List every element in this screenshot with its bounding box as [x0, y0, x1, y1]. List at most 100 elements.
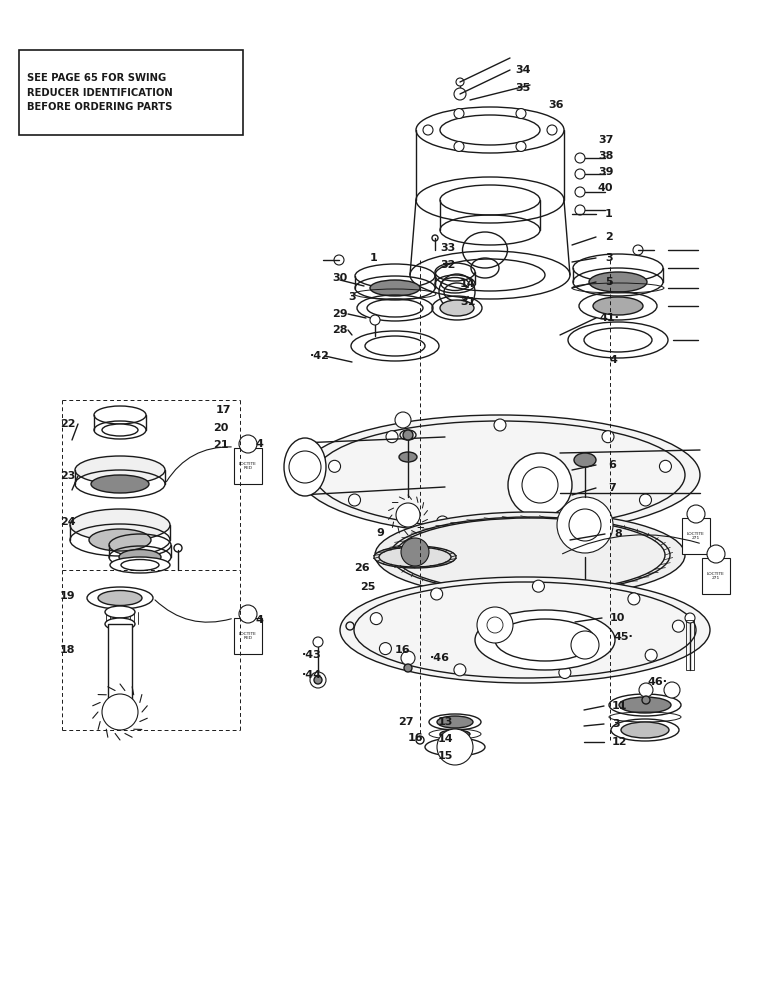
Circle shape	[685, 613, 695, 623]
Circle shape	[370, 315, 380, 325]
Bar	[686, 620, 694, 670]
Circle shape	[314, 676, 322, 684]
Circle shape	[239, 605, 257, 623]
Text: 5: 5	[605, 277, 613, 287]
Circle shape	[454, 141, 464, 151]
Ellipse shape	[425, 738, 485, 756]
Text: 14: 14	[438, 734, 454, 744]
Circle shape	[516, 141, 526, 151]
Circle shape	[289, 451, 321, 483]
Circle shape	[659, 460, 672, 472]
Text: 9: 9	[376, 528, 384, 538]
Circle shape	[239, 435, 257, 453]
Text: 15: 15	[438, 751, 453, 761]
Bar	[234, 618, 262, 654]
Circle shape	[575, 187, 585, 197]
Text: 17: 17	[216, 405, 232, 415]
Text: ·42: ·42	[310, 351, 330, 361]
Text: 33: 33	[440, 243, 455, 253]
Text: 32: 32	[440, 260, 455, 270]
Circle shape	[436, 516, 449, 528]
Ellipse shape	[375, 512, 685, 598]
Circle shape	[508, 453, 572, 517]
Text: 22: 22	[60, 419, 76, 429]
Circle shape	[403, 430, 413, 440]
Text: 36: 36	[548, 100, 564, 110]
Text: ·44: ·44	[302, 670, 322, 680]
Bar	[234, 448, 262, 484]
Circle shape	[571, 631, 599, 659]
Text: 11: 11	[612, 701, 628, 711]
Text: 37: 37	[598, 135, 614, 145]
Text: 20: 20	[213, 423, 229, 433]
Text: 39: 39	[598, 167, 614, 177]
Text: 23: 23	[60, 471, 76, 481]
Circle shape	[645, 649, 657, 661]
Text: LOCTITE
271: LOCTITE 271	[687, 532, 705, 540]
Text: 16: 16	[408, 733, 424, 743]
Text: ·46: ·46	[430, 653, 450, 663]
Bar	[108, 624, 132, 702]
Text: 38: 38	[598, 151, 614, 161]
Ellipse shape	[105, 606, 135, 618]
Text: 28: 28	[332, 325, 347, 335]
Circle shape	[522, 467, 558, 503]
Text: 26: 26	[354, 563, 370, 573]
Circle shape	[487, 617, 503, 633]
Circle shape	[533, 580, 544, 592]
Ellipse shape	[437, 716, 473, 728]
Text: 21: 21	[213, 440, 229, 450]
Ellipse shape	[98, 590, 142, 605]
Text: 4: 4	[255, 439, 263, 449]
Text: 1: 1	[370, 253, 378, 263]
Ellipse shape	[374, 546, 456, 568]
Text: 24: 24	[60, 517, 76, 527]
Circle shape	[379, 643, 391, 655]
Ellipse shape	[105, 618, 135, 630]
Circle shape	[102, 694, 138, 730]
Text: 30: 30	[332, 273, 347, 283]
Circle shape	[575, 205, 585, 215]
Ellipse shape	[589, 272, 647, 292]
Text: 25: 25	[360, 582, 375, 592]
Text: 19: 19	[60, 591, 76, 601]
Circle shape	[454, 109, 464, 119]
Circle shape	[329, 460, 340, 472]
Circle shape	[559, 667, 571, 679]
Circle shape	[664, 682, 680, 698]
Circle shape	[310, 672, 326, 688]
Circle shape	[454, 88, 466, 100]
Circle shape	[575, 169, 585, 179]
Circle shape	[672, 620, 685, 632]
Text: 13: 13	[438, 717, 453, 727]
Circle shape	[401, 538, 429, 566]
Text: 4: 4	[610, 355, 618, 365]
Circle shape	[334, 255, 344, 265]
Text: 18: 18	[60, 645, 76, 655]
Ellipse shape	[574, 453, 596, 467]
Ellipse shape	[370, 280, 420, 296]
Circle shape	[639, 683, 653, 697]
Circle shape	[547, 125, 557, 135]
Circle shape	[633, 245, 643, 255]
Text: 41·: 41·	[600, 313, 620, 323]
Circle shape	[423, 125, 433, 135]
Text: 10: 10	[610, 613, 625, 623]
Circle shape	[569, 509, 601, 541]
Circle shape	[575, 153, 585, 163]
Circle shape	[395, 412, 411, 428]
Ellipse shape	[440, 300, 474, 316]
Circle shape	[386, 431, 398, 443]
Circle shape	[628, 593, 640, 605]
Text: ·43: ·43	[302, 650, 322, 660]
Text: 14: 14	[460, 279, 476, 289]
Bar	[19, 50, 243, 135]
Circle shape	[551, 516, 564, 528]
Text: 29: 29	[332, 309, 347, 319]
Ellipse shape	[110, 557, 170, 573]
Ellipse shape	[340, 577, 710, 683]
Bar	[682, 518, 710, 554]
Ellipse shape	[75, 456, 165, 484]
Ellipse shape	[399, 452, 417, 462]
Ellipse shape	[440, 730, 470, 738]
